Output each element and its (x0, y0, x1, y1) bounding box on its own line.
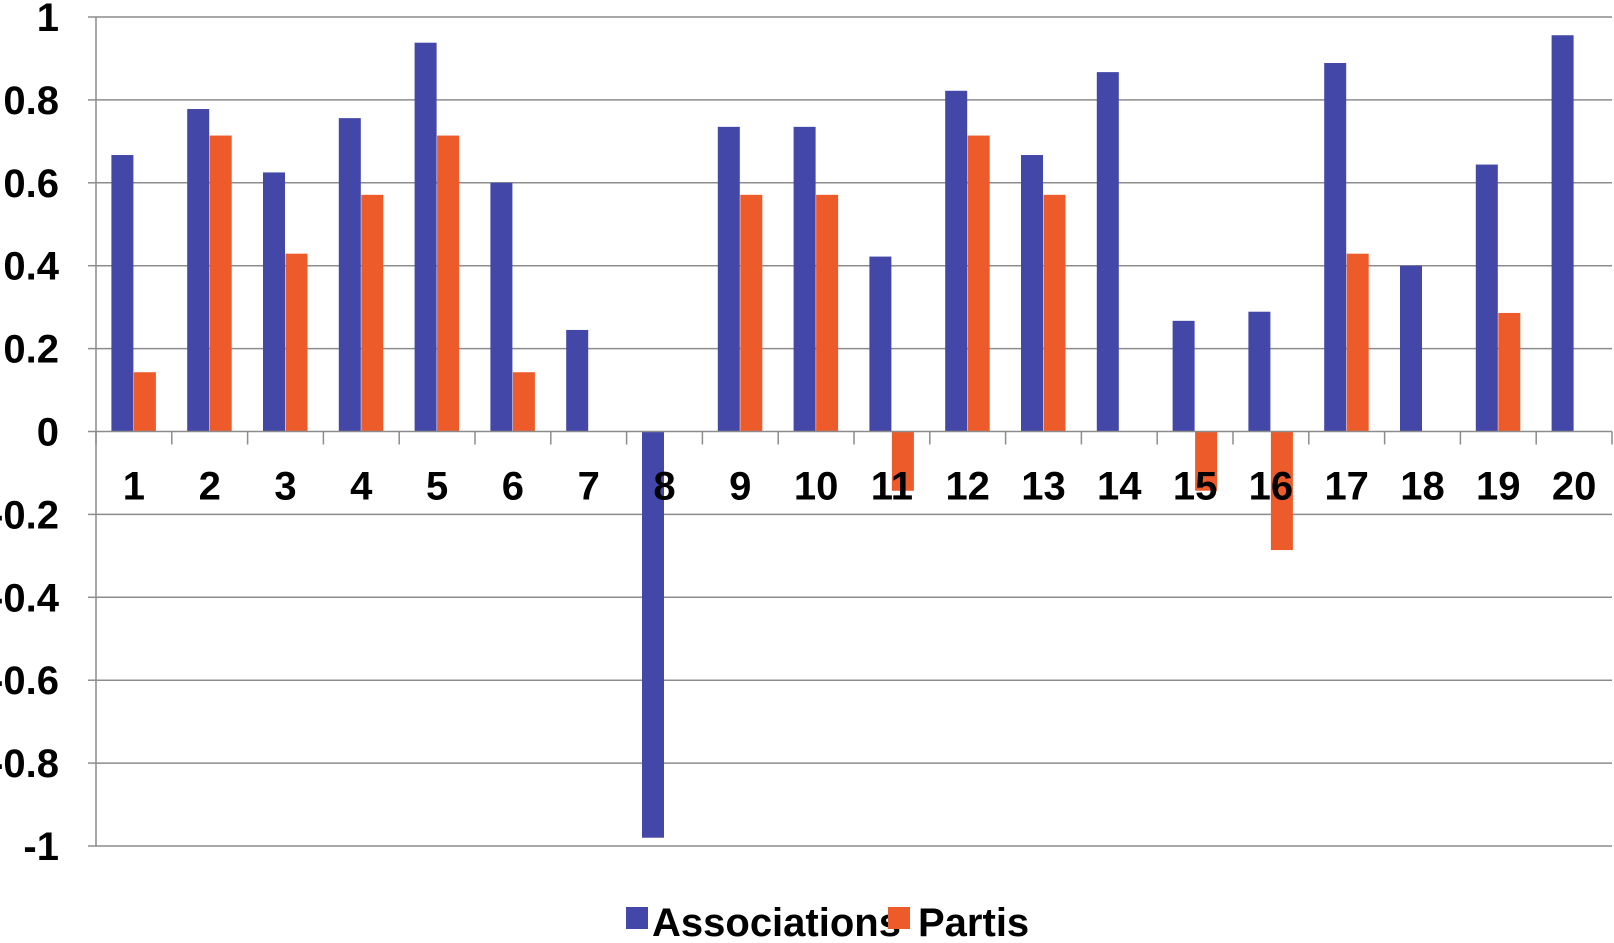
legend-label-associations: Associations (652, 901, 901, 943)
x-tick-labels: 1 2 3 4 5 6 7 8 9 10 11 12 13 14 15 16 17 18 19 20 (123, 465, 1597, 509)
bar-associations-13 (1021, 155, 1043, 432)
bar-associations-17 (1324, 63, 1347, 432)
y-tick-label: -0.6 (0, 659, 59, 703)
bar-partis-1 (133, 372, 156, 432)
x-tick-label: 20 (1552, 465, 1597, 509)
x-tick-label: 8 (653, 465, 675, 509)
bar-partis-4 (361, 194, 384, 432)
x-tick-label: 12 (945, 465, 990, 509)
bar-associations-8 (642, 431, 664, 838)
y-tick-label: -1 (23, 825, 59, 869)
bar-partis-15 (1195, 431, 1218, 491)
y-tick-label: -0.4 (0, 576, 60, 620)
bar-associations-5 (414, 42, 437, 432)
y-tick-label: -0.2 (0, 493, 59, 537)
y-tick-labels: 1 0.8 0.6 0.4 0.2 0 -0.2 -0.4 -0.6 -0.8 -1 (0, 0, 60, 869)
x-tick-label: 15 (1173, 465, 1218, 509)
x-tick-label: 16 (1249, 465, 1294, 509)
bar-partis-13 (1043, 194, 1066, 432)
x-tick-label: 6 (502, 465, 524, 509)
bar-partis-16 (1270, 431, 1293, 551)
bar-partis-11 (891, 431, 914, 491)
bar-associations-10 (793, 126, 816, 432)
bar-partis-6 (512, 372, 535, 432)
bar-associations-14 (1096, 72, 1119, 432)
legend-label-partis: Partis (918, 901, 1029, 943)
x-tick-label: 10 (794, 465, 839, 509)
x-tick-label: 11 (871, 465, 913, 509)
bar-associations-18 (1400, 265, 1422, 432)
x-tick-label: 7 (578, 465, 600, 509)
bar-partis-5 (437, 135, 460, 432)
bar-associations-20 (1551, 35, 1574, 432)
legend-swatch-associations (626, 907, 648, 929)
bar-associations-9 (717, 126, 740, 432)
y-tick-label: 0.6 (3, 162, 59, 206)
bar-partis-9 (740, 194, 763, 432)
y-tick-label: -0.8 (0, 742, 59, 786)
bar-associations-2 (187, 109, 210, 432)
bar-partis-17 (1346, 253, 1369, 432)
x-tick-label: 2 (199, 465, 221, 509)
y-tick-label: 0.2 (3, 328, 59, 372)
legend-swatch-partis (888, 907, 910, 929)
x-tick-label: 1 (123, 465, 145, 509)
y-tick-label: 0.4 (3, 245, 59, 289)
bar-associations-6 (490, 182, 513, 432)
bar-associations-3 (263, 172, 285, 432)
x-tick-label: 17 (1324, 465, 1369, 509)
bar-associations-1 (111, 155, 134, 432)
x-tick-label: 3 (274, 465, 296, 509)
bar-partis-19 (1498, 312, 1521, 432)
x-tick-label: 9 (729, 465, 751, 509)
bar-associations-4 (338, 118, 361, 432)
bar-associations-15 (1172, 320, 1195, 432)
y-tick-label: 0 (37, 411, 59, 455)
bar-partis-10 (816, 194, 839, 432)
x-tick-label: 19 (1476, 465, 1521, 509)
bar-associations-16 (1248, 311, 1271, 432)
x-tick-label: 4 (350, 465, 373, 509)
bar-associations-11 (869, 256, 892, 432)
x-tick-label: 13 (1021, 465, 1066, 509)
y-tick-label: 0.8 (3, 79, 59, 123)
bar-partis-3 (285, 253, 308, 432)
bar-associations-12 (945, 90, 968, 432)
bar-associations-19 (1475, 164, 1498, 432)
bar-associations-7 (566, 329, 589, 432)
x-tick-label: 18 (1400, 465, 1445, 509)
y-tick-label: 1 (37, 0, 59, 40)
x-tick-label: 5 (426, 465, 448, 509)
axes (88, 16, 1613, 847)
bar-partis-12 (967, 135, 990, 432)
bar-partis-2 (209, 135, 232, 432)
bar-group (111, 35, 1574, 838)
x-tick-label: 14 (1097, 465, 1142, 509)
legend: Associations Partis (626, 901, 1029, 943)
